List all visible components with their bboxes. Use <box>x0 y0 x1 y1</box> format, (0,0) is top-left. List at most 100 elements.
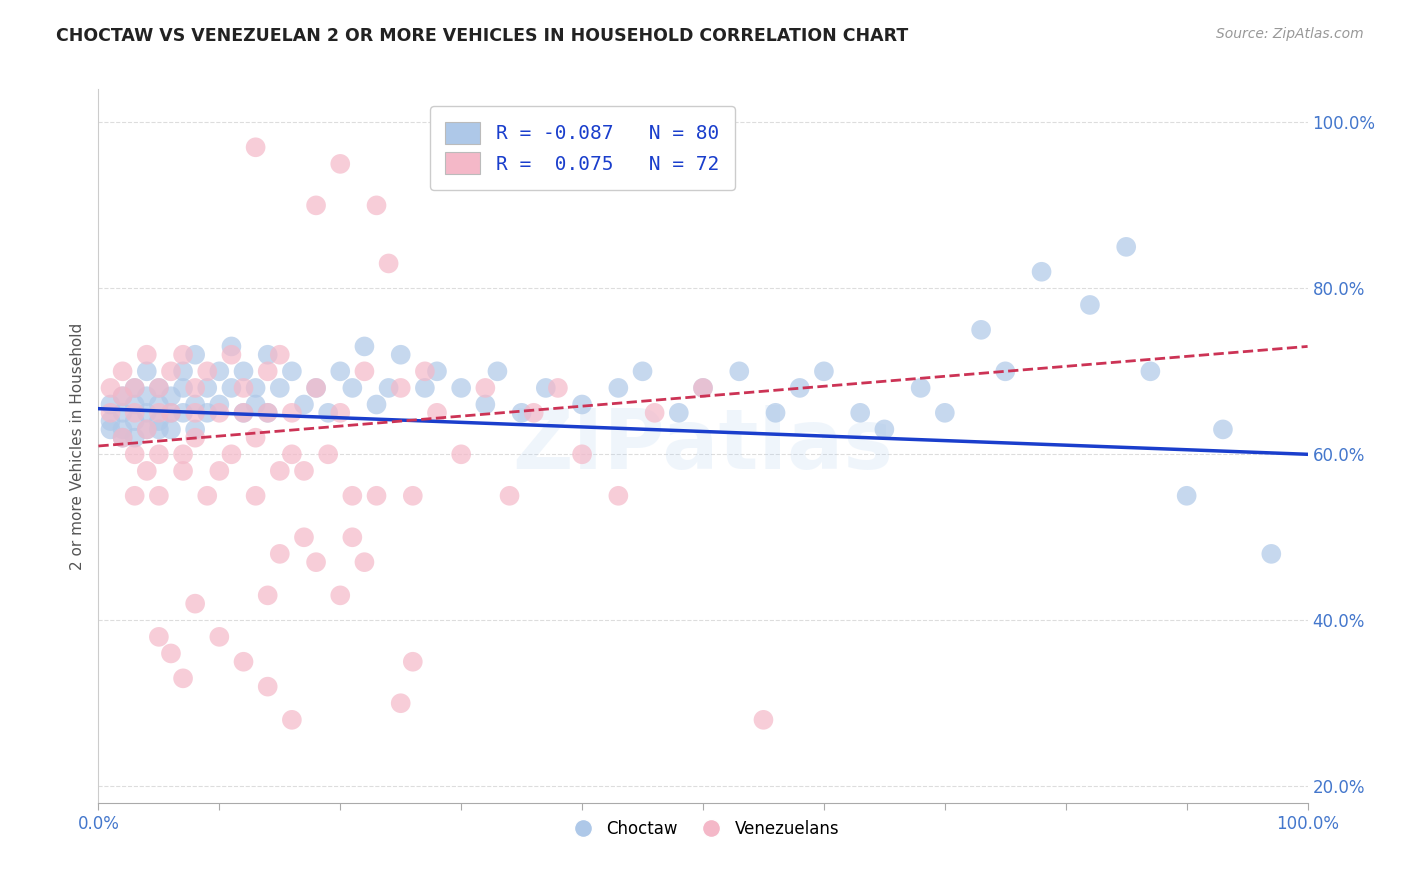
Point <box>135 406 157 420</box>
Point <box>124 414 146 428</box>
Point <box>1115 240 1137 254</box>
Point <box>413 364 436 378</box>
Point <box>1175 489 1198 503</box>
Point <box>256 348 278 362</box>
Point <box>269 381 291 395</box>
Point <box>148 630 170 644</box>
Point <box>292 530 315 544</box>
Point <box>148 422 170 436</box>
Point <box>873 422 896 436</box>
Point <box>111 364 134 378</box>
Point <box>426 364 449 378</box>
Point <box>402 655 425 669</box>
Point <box>160 406 183 420</box>
Point <box>172 464 194 478</box>
Point <box>232 406 254 420</box>
Point <box>184 381 207 395</box>
Point <box>910 381 932 395</box>
Point <box>172 348 194 362</box>
Point <box>1260 547 1282 561</box>
Point <box>402 489 425 503</box>
Point <box>160 422 183 436</box>
Point <box>305 381 328 395</box>
Point <box>135 348 157 362</box>
Point <box>232 381 254 395</box>
Point <box>221 339 243 353</box>
Point <box>668 406 690 420</box>
Point <box>148 381 170 395</box>
Point <box>474 381 496 395</box>
Point <box>607 489 630 503</box>
Point <box>342 381 364 395</box>
Point <box>523 406 546 420</box>
Point <box>970 323 993 337</box>
Point <box>353 364 375 378</box>
Point <box>245 381 267 395</box>
Point <box>172 364 194 378</box>
Point <box>752 713 775 727</box>
Point <box>389 696 412 710</box>
Point <box>644 406 666 420</box>
Point <box>256 406 278 420</box>
Point <box>316 447 339 461</box>
Y-axis label: 2 or more Vehicles in Household: 2 or more Vehicles in Household <box>69 322 84 570</box>
Point <box>160 406 183 420</box>
Point <box>208 630 231 644</box>
Point <box>329 364 352 378</box>
Point <box>208 464 231 478</box>
Point <box>269 464 291 478</box>
Point <box>100 381 122 395</box>
Point <box>184 406 207 420</box>
Point <box>232 364 254 378</box>
Point <box>111 431 134 445</box>
Point <box>353 339 375 353</box>
Point <box>765 406 787 420</box>
Point <box>934 406 956 420</box>
Point <box>148 406 170 420</box>
Point <box>1078 298 1101 312</box>
Point <box>195 489 218 503</box>
Point <box>172 381 194 395</box>
Point <box>245 431 267 445</box>
Point <box>342 530 364 544</box>
Legend: Choctaw, Venezuelans: Choctaw, Venezuelans <box>560 814 846 845</box>
Point <box>124 381 146 395</box>
Point <box>221 381 243 395</box>
Point <box>366 397 388 411</box>
Point <box>124 397 146 411</box>
Point <box>789 381 811 395</box>
Point <box>607 381 630 395</box>
Point <box>329 406 352 420</box>
Point <box>111 389 134 403</box>
Point <box>148 381 170 395</box>
Point <box>510 406 533 420</box>
Point <box>148 447 170 461</box>
Point <box>366 489 388 503</box>
Point <box>413 381 436 395</box>
Point <box>100 406 122 420</box>
Point <box>692 381 714 395</box>
Text: Source: ZipAtlas.com: Source: ZipAtlas.com <box>1216 27 1364 41</box>
Point <box>148 397 170 411</box>
Point <box>631 364 654 378</box>
Text: CHOCTAW VS VENEZUELAN 2 OR MORE VEHICLES IN HOUSEHOLD CORRELATION CHART: CHOCTAW VS VENEZUELAN 2 OR MORE VEHICLES… <box>56 27 908 45</box>
Point <box>377 381 399 395</box>
Point <box>692 381 714 395</box>
Point <box>281 713 304 727</box>
Point <box>292 397 315 411</box>
Point <box>195 364 218 378</box>
Point <box>208 406 231 420</box>
Point <box>184 422 207 436</box>
Point <box>111 389 134 403</box>
Point <box>329 588 352 602</box>
Point <box>172 447 194 461</box>
Point <box>195 406 218 420</box>
Point <box>184 397 207 411</box>
Point <box>160 389 183 403</box>
Text: ZIPatlas: ZIPatlas <box>513 406 893 486</box>
Point <box>450 447 472 461</box>
Point <box>184 597 207 611</box>
Point <box>353 555 375 569</box>
Point <box>100 397 122 411</box>
Point <box>245 397 267 411</box>
